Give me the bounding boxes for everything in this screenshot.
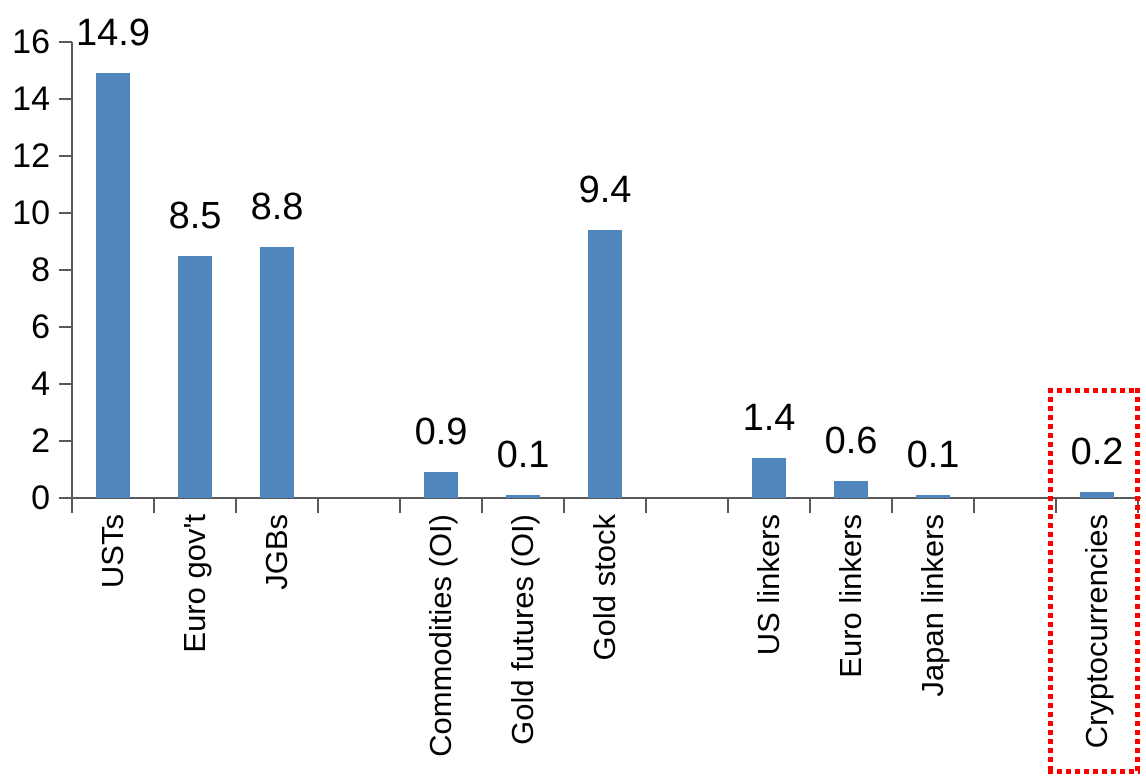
y-tick-mark xyxy=(59,98,72,100)
bar-euro-linkers xyxy=(834,481,868,498)
x-tick-mark xyxy=(809,498,811,513)
y-tick-label: 10 xyxy=(12,194,50,232)
y-tick-mark xyxy=(59,41,72,43)
bar-value-label: 1.4 xyxy=(742,397,796,439)
highlight-box-left xyxy=(1048,388,1053,774)
y-tick-mark xyxy=(59,440,72,442)
highlight-box-right xyxy=(1135,388,1140,774)
category-label-commodities-oi: Commodities (OI) xyxy=(423,514,458,757)
category-label-euro-gov-t: Euro gov't xyxy=(177,514,212,653)
highlight-box-bottom xyxy=(1048,769,1140,774)
category-label-us-linkers: US linkers xyxy=(751,514,786,656)
y-tick-label: 8 xyxy=(31,251,50,289)
y-tick-mark xyxy=(59,383,72,385)
bar-value-label: 8.5 xyxy=(168,195,222,237)
category-label-japan-linkers: Japan linkers xyxy=(915,514,950,697)
bar-cryptocurrencies xyxy=(1080,492,1114,498)
category-label-euro-linkers: Euro linkers xyxy=(833,514,868,678)
bar-value-label: 0.9 xyxy=(414,411,468,453)
x-tick-mark xyxy=(153,498,155,513)
x-tick-mark xyxy=(235,498,237,513)
bar-value-label: 0.2 xyxy=(1070,431,1124,473)
y-tick-label: 6 xyxy=(31,308,50,346)
y-tick-mark xyxy=(59,326,72,328)
bar-value-label: 0.6 xyxy=(824,420,878,462)
x-tick-mark xyxy=(973,498,975,513)
bar-usts xyxy=(96,73,130,498)
x-tick-mark xyxy=(645,498,647,513)
category-label-gold-futures-oi: Gold futures (OI) xyxy=(505,514,540,745)
bar-commodities-oi xyxy=(424,472,458,498)
x-tick-mark xyxy=(1055,498,1057,513)
y-tick-label: 2 xyxy=(31,422,50,460)
bar-gold-futures-oi xyxy=(506,495,540,498)
y-tick-label: 4 xyxy=(31,365,50,403)
bar-value-label: 9.4 xyxy=(578,169,632,211)
x-axis xyxy=(71,497,1141,499)
y-tick-label: 16 xyxy=(12,23,50,61)
y-tick-label: 12 xyxy=(12,137,50,175)
x-tick-mark xyxy=(71,498,73,513)
x-tick-mark xyxy=(563,498,565,513)
y-tick-mark xyxy=(59,155,72,157)
category-label-gold-stock: Gold stock xyxy=(587,514,622,661)
category-label-usts: USTs xyxy=(95,514,130,589)
category-label-cryptocurrencies: Cryptocurrencies xyxy=(1079,514,1114,749)
bar-jgbs xyxy=(260,247,294,498)
x-tick-mark xyxy=(317,498,319,513)
bar-us-linkers xyxy=(752,458,786,498)
y-tick-label: 14 xyxy=(12,80,50,118)
bar-value-label: 14.9 xyxy=(76,12,150,54)
y-tick-mark xyxy=(59,269,72,271)
y-tick-label: 0 xyxy=(31,479,50,517)
bar-value-label: 8.8 xyxy=(250,186,304,228)
y-tick-mark xyxy=(59,497,72,499)
category-label-jgbs: JGBs xyxy=(259,514,294,590)
y-axis xyxy=(71,42,73,498)
x-tick-mark xyxy=(399,498,401,513)
x-tick-mark xyxy=(727,498,729,513)
x-tick-mark xyxy=(891,498,893,513)
y-tick-mark xyxy=(59,212,72,214)
bar-gold-stock xyxy=(588,230,622,498)
highlight-box-top xyxy=(1048,388,1140,393)
bar-japan-linkers xyxy=(916,495,950,498)
bar-euro-gov-t xyxy=(178,256,212,498)
bar-value-label: 0.1 xyxy=(496,434,550,476)
bar-value-label: 0.1 xyxy=(906,434,960,476)
x-tick-mark xyxy=(481,498,483,513)
